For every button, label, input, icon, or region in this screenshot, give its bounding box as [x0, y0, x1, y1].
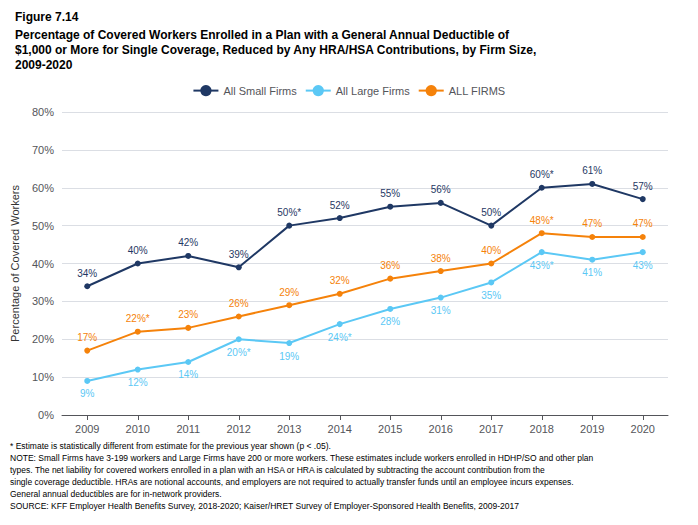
svg-text:40%: 40% [32, 258, 54, 270]
svg-text:26%: 26% [229, 298, 249, 309]
svg-text:41%: 41% [582, 267, 602, 278]
svg-text:42%: 42% [178, 237, 198, 248]
svg-text:43%: 43% [633, 260, 653, 271]
svg-text:14%: 14% [178, 369, 198, 380]
svg-text:2016: 2016 [429, 423, 453, 435]
svg-text:2013: 2013 [277, 423, 301, 435]
svg-text:61%: 61% [582, 165, 602, 176]
svg-text:SOURCE: KFF Employer Health Be: SOURCE: KFF Employer Health Benefits Sur… [10, 501, 519, 511]
svg-text:47%: 47% [633, 218, 653, 229]
svg-text:2020: 2020 [631, 423, 655, 435]
svg-text:39%: 39% [229, 249, 249, 260]
svg-text:All Large Firms: All Large Firms [336, 85, 410, 97]
svg-text:2009: 2009 [75, 423, 99, 435]
svg-text:NOTE: Small Firms have 3-199 w: NOTE: Small Firms have 3-199 workers and… [10, 453, 594, 463]
svg-text:0%: 0% [38, 409, 54, 421]
svg-text:52%: 52% [330, 200, 350, 211]
svg-text:10%: 10% [32, 371, 54, 383]
svg-text:single coverage deductible. HR: single coverage deductible. HRAs are not… [10, 477, 574, 487]
svg-text:20%: 20% [32, 333, 54, 345]
svg-text:2018: 2018 [530, 423, 554, 435]
svg-text:32%: 32% [330, 275, 350, 286]
svg-text:28%: 28% [380, 316, 400, 327]
svg-text:22%*: 22%* [126, 313, 150, 324]
svg-text:55%: 55% [380, 188, 400, 199]
svg-text:56%: 56% [431, 184, 451, 195]
svg-text:2012: 2012 [227, 423, 251, 435]
svg-text:types. The net liability for c: types. The net liability for covered wor… [10, 465, 545, 475]
svg-text:48%*: 48%* [530, 215, 554, 226]
svg-text:34%: 34% [77, 268, 97, 279]
svg-text:38%: 38% [431, 253, 451, 264]
svg-text:47%: 47% [582, 218, 602, 229]
svg-text:50%: 50% [481, 207, 501, 218]
svg-text:40%: 40% [128, 245, 148, 256]
svg-text:50%*: 50%* [277, 207, 301, 218]
svg-text:$1,000 or More for Single Cove: $1,000 or More for Single Coverage, Redu… [15, 43, 536, 57]
svg-text:All Small Firms: All Small Firms [223, 85, 297, 97]
svg-text:General annual deductibles are: General annual deductibles are for in-ne… [10, 489, 222, 499]
svg-text:36%: 36% [380, 260, 400, 271]
svg-text:20%*: 20%* [227, 347, 251, 358]
svg-text:40%: 40% [481, 245, 501, 256]
svg-text:24%*: 24%* [328, 332, 352, 343]
svg-text:2011: 2011 [176, 423, 200, 435]
svg-text:12%: 12% [128, 377, 148, 388]
svg-text:35%: 35% [481, 290, 501, 301]
svg-text:80%: 80% [32, 106, 54, 118]
svg-text:57%: 57% [633, 181, 653, 192]
svg-text:43%*: 43%* [530, 260, 554, 271]
svg-text:70%: 70% [32, 144, 54, 156]
svg-text:2019: 2019 [580, 423, 604, 435]
svg-text:30%: 30% [32, 295, 54, 307]
svg-text:2015: 2015 [378, 423, 402, 435]
svg-text:2010: 2010 [126, 423, 150, 435]
svg-text:50%: 50% [32, 220, 54, 232]
svg-text:2017: 2017 [479, 423, 503, 435]
svg-text:60%*: 60%* [530, 169, 554, 180]
svg-text:ALL FIRMS: ALL FIRMS [449, 85, 505, 97]
svg-text:31%: 31% [431, 305, 451, 316]
svg-text:* Estimate is statistically di: * Estimate is statistically different fr… [10, 441, 331, 451]
svg-text:2009-2020: 2009-2020 [15, 58, 73, 72]
svg-text:17%: 17% [77, 332, 97, 343]
svg-text:9%: 9% [80, 388, 95, 399]
svg-text:29%: 29% [279, 287, 299, 298]
svg-text:Percentage of Covered Workers: Percentage of Covered Workers [9, 185, 21, 342]
svg-text:Percentage of Covered Workers: Percentage of Covered Workers Enrolled i… [15, 28, 510, 42]
svg-text:23%: 23% [178, 309, 198, 320]
svg-text:Figure 7.14: Figure 7.14 [15, 10, 79, 24]
svg-text:60%: 60% [32, 182, 54, 194]
svg-text:2014: 2014 [328, 423, 352, 435]
svg-text:19%: 19% [279, 351, 299, 362]
